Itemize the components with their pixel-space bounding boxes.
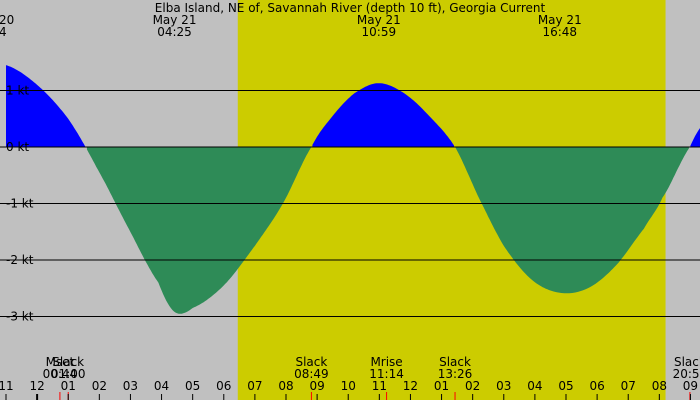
event-label: Slack bbox=[295, 355, 327, 369]
y-axis-labels: 1 kt 0 kt -1 kt -2 kt -3 kt bbox=[6, 84, 34, 324]
x-tick-label: 08 bbox=[278, 379, 293, 393]
event-label: Slack bbox=[674, 355, 700, 369]
event-time: 08:49 bbox=[294, 367, 329, 381]
cut-time-fragment: 4 bbox=[0, 25, 7, 39]
x-tick-label: 09 bbox=[309, 379, 324, 393]
x-axis-ticks: 11 12 01 02 03 04 05 06 07 08 09 10 11 12 01 02 03 04 05 06… bbox=[0, 379, 698, 400]
x-tick-label: 01 bbox=[61, 379, 76, 393]
x-tick-label: 04 bbox=[154, 379, 169, 393]
x-tick-label: 06 bbox=[589, 379, 604, 393]
y-tick-label: -1 kt bbox=[6, 197, 34, 211]
flood-area bbox=[6, 65, 86, 147]
event-time: 13:26 bbox=[438, 367, 473, 381]
gridlines bbox=[0, 90, 700, 317]
flood-area bbox=[690, 128, 700, 147]
x-tick-label: 07 bbox=[621, 379, 636, 393]
x-tick-label: 11 bbox=[372, 379, 387, 393]
header-time-label: 04:25 bbox=[157, 25, 192, 39]
x-tick-label: 02 bbox=[465, 379, 480, 393]
x-tick-label: 12 bbox=[403, 379, 418, 393]
x-tick-label: 03 bbox=[123, 379, 138, 393]
x-tick-label: 07 bbox=[247, 379, 262, 393]
event-labels: Mset00:44Slack01:00Slack08:49Mrise11:14S… bbox=[43, 355, 700, 400]
x-tick-label: 10 bbox=[341, 379, 356, 393]
x-tick-label: 02 bbox=[92, 379, 107, 393]
event-label: Slack bbox=[52, 355, 84, 369]
y-tick-label: -2 kt bbox=[6, 253, 34, 267]
x-tick-label: 01 bbox=[434, 379, 449, 393]
header-time-label: 16:48 bbox=[542, 25, 577, 39]
ebb-area bbox=[455, 147, 689, 294]
x-tick-label: 11 bbox=[0, 379, 14, 393]
event-time: 11:14 bbox=[369, 367, 404, 381]
event-label: Slack bbox=[439, 355, 471, 369]
y-tick-label: 0 kt bbox=[6, 140, 29, 154]
header-date-label: May 21 bbox=[357, 13, 401, 27]
header-date-label: May 21 bbox=[538, 13, 582, 27]
x-tick-label: 12 bbox=[29, 379, 44, 393]
x-tick-label: 09 bbox=[683, 379, 698, 393]
flood-area bbox=[312, 83, 454, 147]
x-tick-label: 08 bbox=[652, 379, 667, 393]
x-tick-label: 04 bbox=[527, 379, 542, 393]
event-label: Mset bbox=[46, 355, 75, 369]
chart-title: Elba Island, NE of, Savannah River (dept… bbox=[155, 1, 546, 15]
y-tick-label: -3 kt bbox=[6, 310, 34, 324]
x-tick-label: 05 bbox=[558, 379, 573, 393]
event-time: 20:59 bbox=[673, 367, 700, 381]
ebb-area bbox=[86, 147, 311, 314]
x-tick-label: 05 bbox=[185, 379, 200, 393]
x-tick-label: 06 bbox=[216, 379, 231, 393]
header-date-label: May 21 bbox=[153, 13, 197, 27]
y-tick-label: 1 kt bbox=[6, 84, 29, 98]
x-tick-label: 03 bbox=[496, 379, 511, 393]
event-label: Mrise bbox=[370, 355, 402, 369]
header-time-label: 10:59 bbox=[362, 25, 397, 39]
event-time: 00:44 bbox=[43, 367, 78, 381]
cut-date-fragment: 20 bbox=[0, 13, 14, 27]
current-areas bbox=[6, 65, 700, 314]
event-time: 01:00 bbox=[51, 367, 86, 381]
